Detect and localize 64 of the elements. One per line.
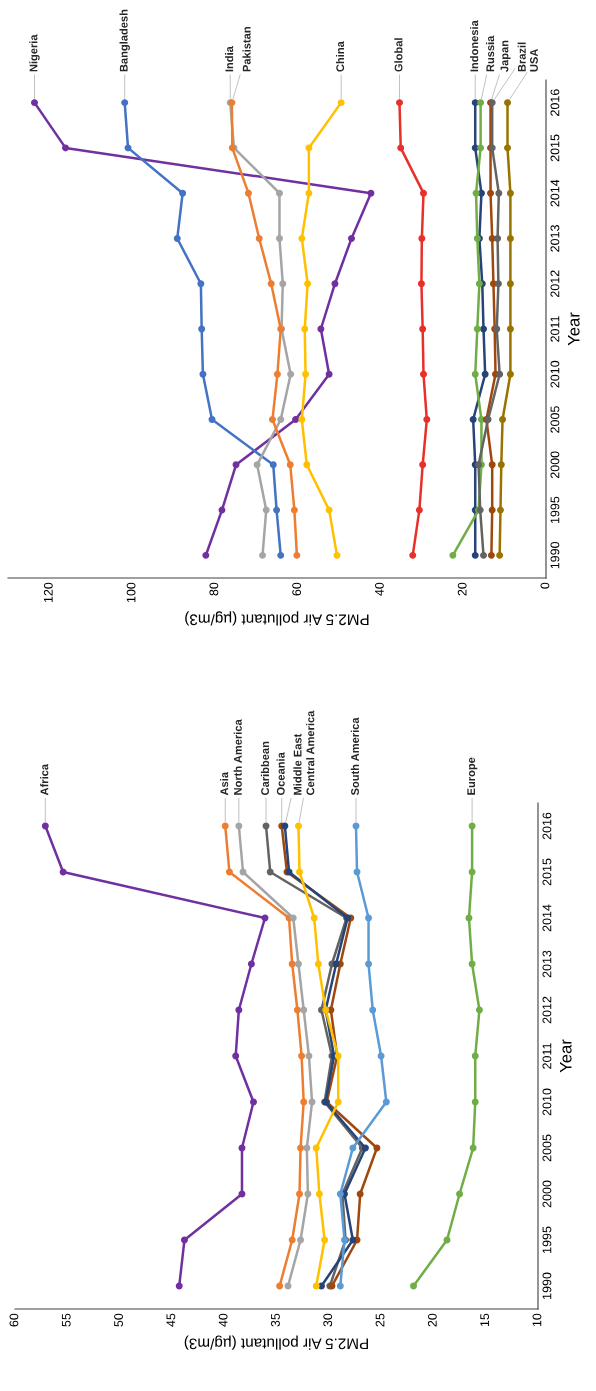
text: Africa	[40, 763, 49, 796]
x-tick-label: 100	[126, 582, 136, 603]
text: Europe	[467, 757, 478, 795]
text: USA	[530, 48, 538, 72]
x-tick-label: 60	[9, 1313, 19, 1327]
text: Pakistan	[242, 27, 251, 72]
x-tick-label: 55	[61, 1313, 71, 1327]
y-tick-label: 2013	[550, 225, 560, 252]
text: Nigeria	[29, 34, 40, 72]
y-tick-label: 2010	[542, 1088, 552, 1116]
x-tick-label: 40	[218, 1313, 228, 1327]
text: Central America	[306, 710, 315, 795]
y-tick-label: 1995	[542, 1226, 552, 1253]
text: China	[335, 41, 345, 72]
x-axis-title: PM2.5 Air pollutant (µg/m3)	[185, 611, 369, 626]
text: India	[225, 46, 234, 72]
y-tick-label: 2005	[550, 406, 560, 433]
y-tick-label: 2016	[542, 812, 552, 840]
x-tick-label: 35	[271, 1313, 280, 1327]
x-tick-label: 50	[114, 1313, 123, 1327]
x-tick-label: 120	[43, 582, 53, 603]
y-axis-title: Year	[567, 312, 580, 346]
text: Brazil	[517, 42, 526, 72]
text: South America	[350, 717, 359, 796]
x-tick-label: 20	[427, 1313, 437, 1327]
y-tick-label: 1995	[550, 496, 560, 524]
x-tick-label: 0	[540, 582, 550, 589]
y-tick-label: 2012	[542, 996, 552, 1024]
y-tick-label: 1990	[542, 1272, 552, 1299]
x-tick-label: 40	[374, 582, 384, 596]
x-tick-label: 45	[166, 1313, 176, 1327]
x-tick-label: 10	[532, 1313, 542, 1327]
y-tick-label: 2010	[550, 360, 560, 388]
y-tick-label: 2014	[542, 904, 552, 932]
text: Middle East	[293, 733, 302, 795]
x-tick-label: 20	[457, 582, 467, 596]
text: Japan	[500, 40, 511, 72]
y-tick-label: 2005	[542, 1134, 552, 1162]
text: Caribbean	[260, 741, 270, 795]
y-tick-label: 2016	[550, 89, 560, 116]
y-tick-label: 2015	[542, 858, 552, 886]
y-axis-title: Year	[559, 1039, 572, 1073]
y-tick-label: 2013	[542, 950, 552, 978]
y-tick-label: 2000	[550, 451, 560, 479]
x-tick-label: 60	[292, 582, 302, 596]
text: North America	[233, 719, 242, 795]
text: Oceania	[276, 752, 285, 795]
y-tick-label: 2014	[550, 179, 560, 207]
text: Bangladesh	[119, 9, 130, 72]
text: Indonesia	[470, 20, 479, 72]
y-tick-label: 2000	[542, 1180, 552, 1208]
text: Asia	[220, 771, 229, 796]
x-tick-label: 25	[375, 1313, 385, 1327]
x-axis-title: PM2.5 Air pollutant (µg/m3)	[184, 1335, 368, 1350]
x-tick-label: 15	[480, 1313, 490, 1327]
y-tick-label: 2015	[550, 134, 560, 162]
y-tick-label: 2012	[550, 270, 560, 297]
text: Russia	[486, 35, 495, 72]
text: Global	[394, 38, 403, 72]
y-tick-label: 2011	[550, 316, 560, 342]
y-tick-label: 2011	[542, 1043, 552, 1069]
x-tick-label: 80	[209, 582, 219, 596]
x-tick-label: 30	[323, 1313, 333, 1327]
y-tick-label: 1990	[550, 541, 560, 569]
